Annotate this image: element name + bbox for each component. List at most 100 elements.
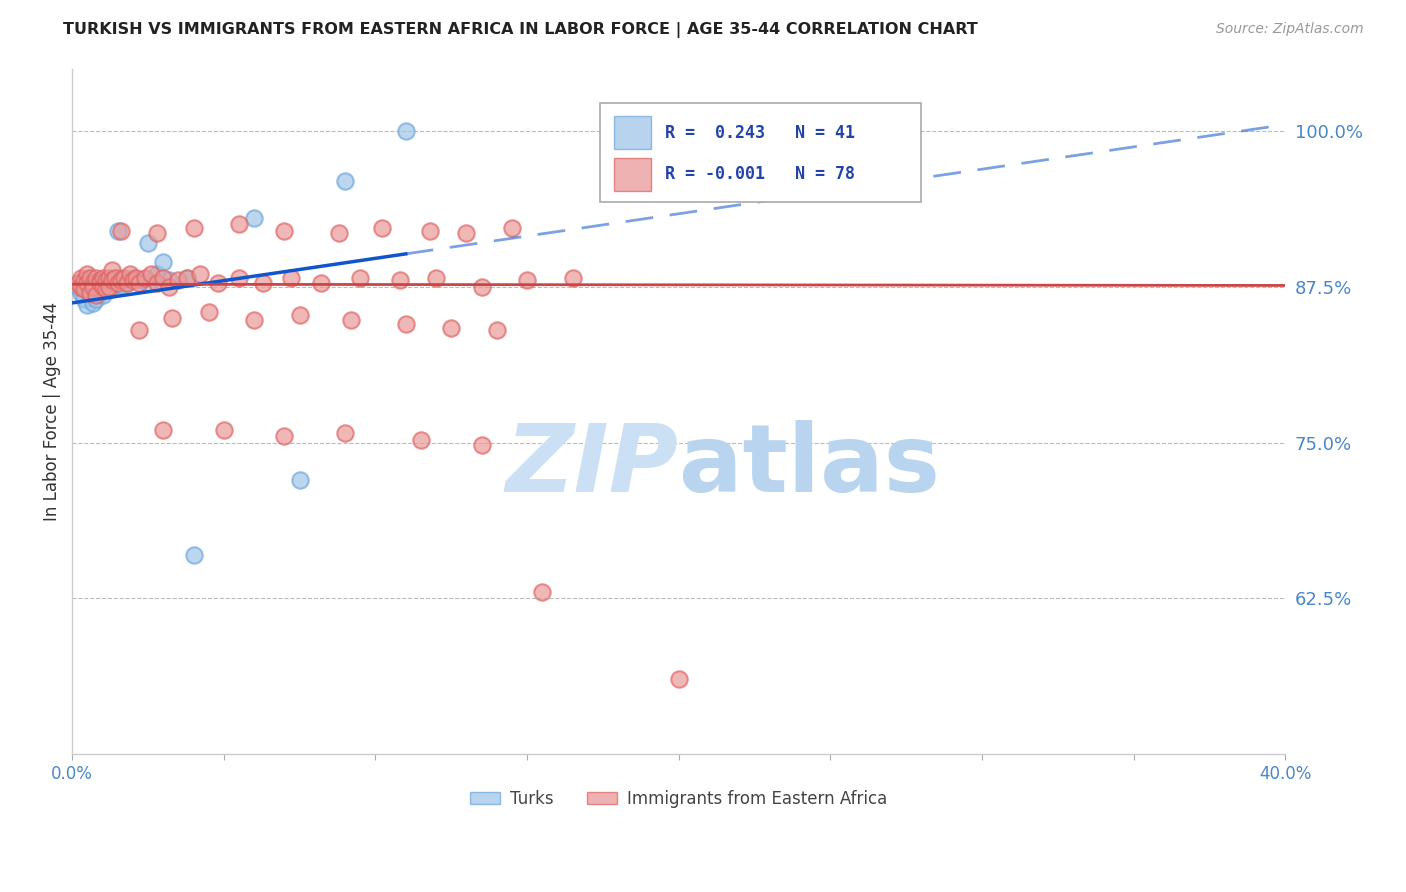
Point	[110, 278, 132, 293]
Point	[212, 423, 235, 437]
Point	[207, 276, 229, 290]
Point	[70, 279, 93, 293]
Point	[128, 323, 150, 337]
Point	[97, 273, 120, 287]
Point	[115, 276, 138, 290]
Point	[531, 585, 554, 599]
Point	[419, 224, 441, 238]
Point	[107, 276, 129, 290]
Point	[89, 273, 111, 287]
Point	[333, 425, 356, 440]
Point	[471, 438, 494, 452]
Point	[91, 288, 114, 302]
Point	[100, 279, 122, 293]
Text: Source: ZipAtlas.com: Source: ZipAtlas.com	[1216, 22, 1364, 37]
Point	[79, 285, 101, 300]
Point	[67, 279, 90, 293]
Point	[82, 279, 104, 293]
Point	[280, 271, 302, 285]
Point	[128, 273, 150, 287]
Point	[273, 224, 295, 238]
Point	[340, 313, 363, 327]
Point	[128, 276, 150, 290]
Bar	[614, 116, 651, 149]
Point	[76, 282, 98, 296]
Point	[176, 271, 198, 285]
Point	[115, 276, 138, 290]
Point	[668, 673, 690, 687]
Point	[561, 271, 583, 285]
Y-axis label: In Labor Force | Age 35-44: In Labor Force | Age 35-44	[44, 301, 60, 521]
Point	[122, 271, 145, 285]
Point	[76, 298, 98, 312]
Point	[104, 271, 127, 285]
Point	[67, 276, 90, 290]
Point	[409, 433, 432, 447]
Point	[333, 174, 356, 188]
Point	[122, 273, 145, 287]
Point	[76, 273, 98, 287]
Point	[79, 285, 101, 300]
Point	[79, 271, 101, 285]
Point	[440, 321, 463, 335]
Point	[197, 304, 219, 318]
Point	[73, 282, 96, 296]
Point	[309, 276, 332, 290]
Point	[288, 309, 311, 323]
Point	[188, 267, 211, 281]
Point	[395, 124, 418, 138]
Point	[100, 263, 122, 277]
Point	[485, 323, 508, 337]
Point	[252, 276, 274, 290]
Point	[167, 273, 190, 287]
Point	[146, 276, 169, 290]
Point	[86, 288, 108, 302]
Text: ZIP: ZIP	[506, 420, 679, 512]
Point	[86, 276, 108, 290]
Point	[94, 273, 117, 287]
Point	[104, 276, 127, 290]
Point	[157, 279, 180, 293]
Point	[501, 221, 523, 235]
Point	[73, 276, 96, 290]
Point	[183, 548, 205, 562]
Point	[91, 271, 114, 285]
Point	[82, 296, 104, 310]
Point	[94, 276, 117, 290]
Point	[70, 271, 93, 285]
Point	[97, 284, 120, 298]
Point	[118, 267, 141, 281]
Point	[97, 279, 120, 293]
Point	[162, 310, 184, 325]
Point	[97, 271, 120, 285]
Point	[183, 221, 205, 235]
Point	[273, 429, 295, 443]
Point	[425, 271, 447, 285]
Point	[176, 271, 198, 285]
Point	[76, 267, 98, 281]
Point	[86, 292, 108, 306]
Point	[157, 273, 180, 287]
Point	[146, 226, 169, 240]
Point	[152, 254, 174, 268]
Point	[146, 267, 169, 281]
Point	[94, 282, 117, 296]
Point	[243, 211, 266, 226]
Point	[349, 271, 371, 285]
Point	[110, 224, 132, 238]
Point	[89, 276, 111, 290]
FancyBboxPatch shape	[600, 103, 921, 202]
Point	[112, 273, 135, 287]
Point	[328, 226, 350, 240]
Point	[388, 273, 411, 287]
Point	[100, 273, 122, 287]
Point	[152, 271, 174, 285]
Point	[134, 271, 156, 285]
Point	[136, 235, 159, 250]
Point	[91, 279, 114, 293]
Text: R =  0.243   N = 41: R = 0.243 N = 41	[665, 124, 855, 142]
Point	[139, 267, 162, 281]
Point	[82, 276, 104, 290]
Point	[73, 273, 96, 287]
Text: atlas: atlas	[679, 420, 939, 512]
